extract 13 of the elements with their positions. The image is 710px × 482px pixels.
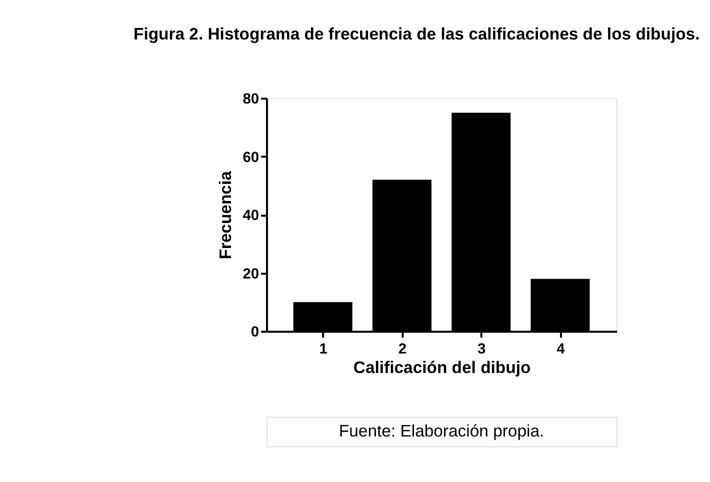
x-tick-label: 2	[398, 341, 407, 358]
y-tick-label: 60	[242, 150, 260, 166]
y-tick-label: 40	[242, 208, 260, 224]
x-tick-label: 3	[477, 341, 486, 358]
x-tick-label: 1	[319, 341, 328, 358]
y-axis-title: Frecuencia	[216, 170, 235, 260]
source-note: Fuente: Elaboración propia.	[338, 421, 544, 440]
y-tick-label: 20	[242, 266, 260, 282]
x-tick-label: 4	[556, 341, 566, 358]
y-tick-label: 80	[242, 92, 260, 108]
y-tick-label: 0	[250, 324, 260, 341]
x-axis-title: Calificación del dibujo	[353, 358, 531, 378]
chart-title: Figura 2. Histograma de frecuencia de las calificaciones de los dibujos.	[133, 24, 700, 44]
